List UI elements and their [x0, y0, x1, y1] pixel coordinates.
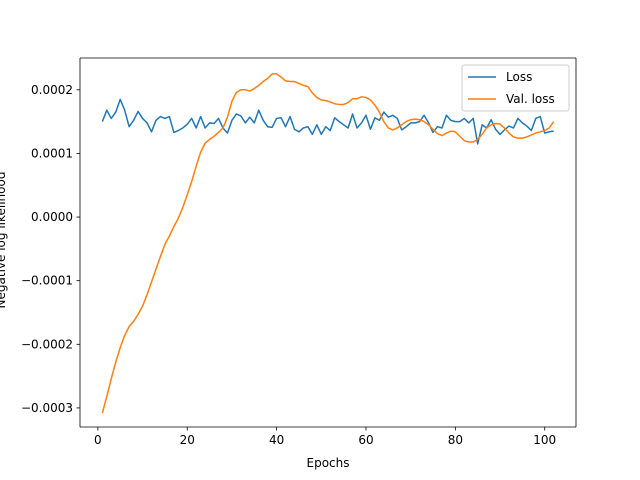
axes-layer: 0 20 40 60 80 100 −0.0003 −0.0002 −0.0001 0.0000 0…	[21, 57, 577, 447]
x-tick-label: 0	[94, 433, 102, 447]
y-tick-label: 0.0001	[31, 146, 73, 160]
series-line-loss	[101, 98, 554, 145]
x-tick-label: 80	[448, 433, 463, 447]
y-tick-label: 0.0002	[31, 83, 73, 97]
y-tick-label: −0.0001	[21, 274, 73, 288]
legend: Loss Val. loss	[461, 64, 570, 112]
legend-label-val-loss: Val. loss	[506, 92, 555, 106]
plot-background	[80, 58, 576, 427]
x-tick-label: 20	[180, 433, 195, 447]
y-axis-label: Negative log likelihood	[0, 172, 8, 309]
y-tick-label: −0.0003	[21, 401, 73, 415]
legend-label-loss: Loss	[506, 70, 532, 84]
series-line-val-loss	[101, 73, 555, 414]
series-layer	[101, 73, 555, 414]
x-axis-label: Epochs	[307, 456, 350, 470]
plot-area	[80, 58, 576, 427]
y-tick-label: −0.0002	[21, 337, 73, 351]
x-tick-label: 100	[533, 433, 556, 447]
x-tick-label: 60	[358, 433, 373, 447]
y-tick-label: 0.0000	[31, 210, 73, 224]
x-tick-label: 40	[269, 433, 284, 447]
